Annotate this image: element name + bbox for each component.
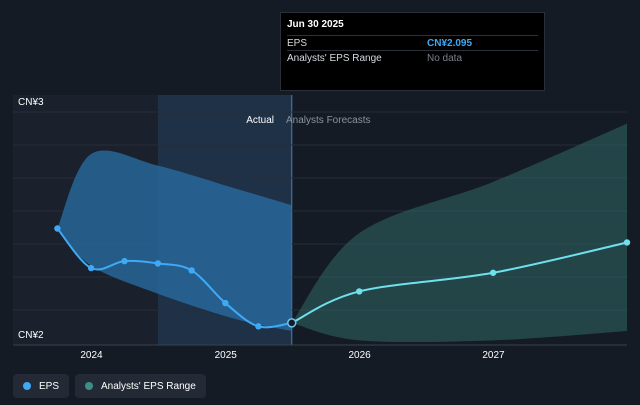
eps-actual-point bbox=[154, 260, 162, 267]
eps-forecast-point bbox=[623, 239, 631, 246]
tooltip-date: Jun 30 2025 bbox=[287, 19, 344, 30]
legend-item-eps[interactable]: EPS bbox=[13, 374, 70, 398]
hover-tooltip: Jun 30 2025 EPS CN¥2.095 Analysts' EPS R… bbox=[280, 12, 545, 91]
actual-region-label: Actual bbox=[246, 115, 274, 126]
legend-item-eps-range[interactable]: Analysts' EPS Range bbox=[75, 374, 206, 398]
chart-legend: EPS Analysts' EPS Range bbox=[13, 374, 206, 398]
x-tick-label: 2025 bbox=[215, 350, 238, 361]
legend-eps-swatch bbox=[23, 382, 31, 390]
tooltip-eps-label: EPS bbox=[287, 38, 308, 49]
y-tick-label: CN¥3 bbox=[18, 97, 44, 108]
axis-labels: 2024 2025 2026 2027 CN¥3 CN¥2 bbox=[18, 97, 505, 361]
legend-eps-range-label: Analysts' EPS Range bbox=[101, 380, 196, 392]
y-tick-label: CN¥2 bbox=[18, 330, 44, 341]
tooltip-row-eps: EPS CN¥2.095 bbox=[287, 35, 538, 50]
x-tick-label: 2027 bbox=[482, 350, 505, 361]
tooltip-range-label: Analysts' EPS Range bbox=[287, 53, 382, 64]
eps-forecast-point bbox=[489, 269, 497, 276]
tooltip-range-value: No data bbox=[427, 53, 463, 64]
legend-eps-label: EPS bbox=[39, 380, 60, 392]
legend-eps-range-swatch bbox=[85, 382, 94, 390]
forecast-region-label: Analysts Forecasts bbox=[286, 115, 370, 126]
tooltip-eps-value: CN¥2.095 bbox=[427, 38, 473, 49]
eps-forecast-point bbox=[356, 288, 363, 295]
x-tick-label: 2026 bbox=[348, 350, 371, 361]
eps-actual-point bbox=[54, 225, 61, 232]
eps-actual-point bbox=[87, 264, 95, 272]
eps-actual-point bbox=[188, 267, 195, 274]
eps-actual-point bbox=[255, 323, 262, 330]
tooltip-row-range: Analysts' EPS Range No data bbox=[287, 50, 538, 65]
eps-actual-point bbox=[222, 299, 229, 307]
eps-point-selected bbox=[287, 318, 297, 328]
forecast-range-band bbox=[291, 123, 627, 343]
eps-actual-point bbox=[121, 257, 128, 265]
actual-range-band bbox=[57, 150, 292, 332]
x-tick-label: 2024 bbox=[80, 350, 103, 361]
eps-points bbox=[54, 225, 631, 330]
eps-forecast-line bbox=[291, 241, 628, 324]
